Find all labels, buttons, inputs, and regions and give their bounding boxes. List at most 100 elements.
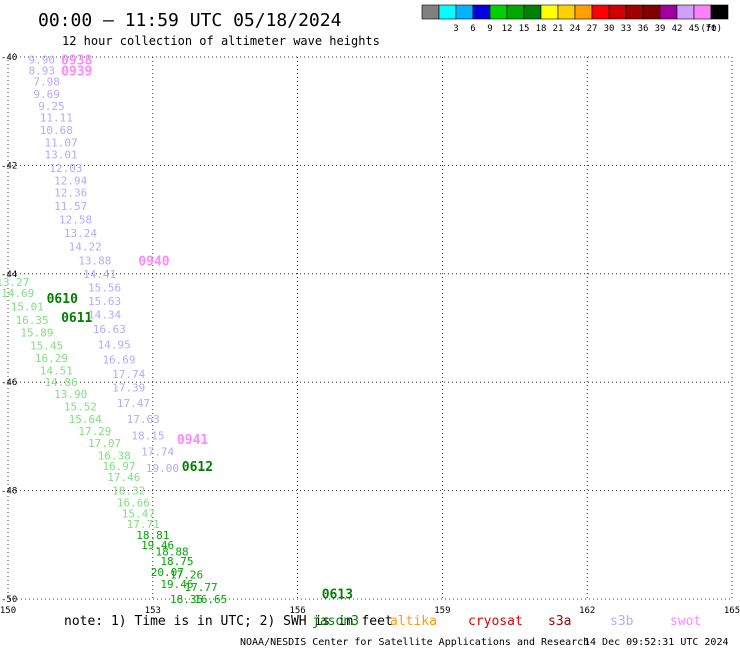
- legend-swatch: [557, 4, 576, 20]
- legend-swatch: [693, 4, 712, 20]
- legend-label: 9: [487, 24, 492, 34]
- wave-height-label: 17.39: [112, 382, 145, 395]
- wave-height-label: 7.98: [33, 75, 60, 88]
- wave-height-label: 11.11: [40, 112, 73, 125]
- wave-height-label: 16.65: [194, 593, 227, 606]
- wave-height-label: 16.66: [117, 497, 150, 510]
- wave-height-label: 15.45: [30, 339, 63, 352]
- legend-swatch: [455, 4, 474, 20]
- plot-axes: 150 153 156 159 162 165 -40 -42 -44 -46 -48 -50: [0, 53, 740, 616]
- wave-height-label: 17.77: [185, 581, 218, 594]
- legend-swatch: [659, 4, 678, 20]
- satellite-legend-cryosat: cryosat: [468, 614, 523, 629]
- pass-time-label: 0612: [182, 460, 213, 475]
- credit-line: NOAA/NESDIS Center for Satellite Applica…: [240, 637, 589, 648]
- x-tick-label: 162: [579, 606, 595, 616]
- x-tick-label: 153: [145, 606, 161, 616]
- y-tick-label: -44: [1, 270, 17, 280]
- wave-height-labels: 9.908.937.989.699.2511.1110.6811.0713.01…: [0, 54, 227, 606]
- wave-height-label: 15.56: [88, 281, 121, 294]
- wave-height-label: 14.69: [1, 287, 34, 300]
- legend-swatch: [574, 4, 593, 20]
- y-tick-label: -48: [1, 487, 17, 497]
- legend-label: 15: [519, 24, 530, 34]
- wave-height-label: 12.94: [54, 175, 87, 188]
- wave-height-label: 11.07: [45, 137, 78, 150]
- wave-height-label: 8.93: [29, 65, 56, 78]
- pass-time-label: 0613: [322, 588, 353, 603]
- wave-height-label: 14.34: [88, 308, 121, 321]
- wave-height-label: 10.68: [40, 124, 73, 137]
- wave-height-label: 9.90: [29, 54, 56, 67]
- pass-time-label: 0939: [61, 65, 92, 80]
- wave-height-label: 9.69: [33, 88, 60, 101]
- pass-time-label: 0611: [61, 311, 92, 326]
- wave-height-label: 17.07: [88, 437, 121, 450]
- color-legend: 3 6 9 12 15 18 21 24 27 30 33 36 39 42 45 70(ft): [421, 4, 729, 34]
- wave-height-label: 17.47: [117, 397, 150, 410]
- legend-label: 70: [706, 24, 717, 34]
- wave-height-label: 16.29: [35, 352, 68, 365]
- timestamp: 14 Dec 09:52:31 UTC 2024: [584, 637, 729, 648]
- legend-label: 18: [536, 24, 547, 34]
- legend-label: 39: [655, 24, 666, 34]
- x-tick-label: 150: [0, 606, 16, 616]
- legend-label: 24: [570, 24, 581, 34]
- wave-height-label: 13.90: [54, 388, 87, 401]
- wave-height-label: 16.69: [102, 353, 135, 366]
- wave-height-label: 18.81: [136, 529, 169, 542]
- chart-title: 00:00 – 11:59 UTC 05/18/2024: [38, 10, 341, 31]
- wave-height-label: 13.88: [78, 254, 111, 267]
- wave-height-label: 17.29: [78, 425, 111, 438]
- legend-label: 3: [453, 24, 458, 34]
- satellite-legend: jason3 altika cryosat s3a s3b swot: [312, 614, 701, 629]
- legend-swatch: [676, 4, 695, 20]
- legend-swatch: [642, 4, 661, 20]
- wave-height-label: 15.47: [122, 507, 155, 520]
- footnote: note: 1) Time is in UTC; 2) SWH is in fe…: [64, 614, 393, 629]
- legend-swatch: [489, 4, 508, 20]
- legend-label: 42: [672, 24, 683, 34]
- wave-height-label: 15.89: [20, 326, 53, 339]
- pass-time-label: 0610: [47, 292, 78, 307]
- pass-time-label: 0941: [177, 433, 208, 448]
- legend-label: 27: [587, 24, 598, 34]
- x-tick-label: 159: [434, 606, 450, 616]
- legend-swatch: [438, 4, 457, 20]
- legend-unit: (ft): [700, 24, 722, 34]
- legend-swatch: [421, 4, 440, 20]
- wave-height-label: 13.01: [45, 149, 78, 162]
- satellite-legend-jason3: jason3: [312, 614, 359, 629]
- wave-height-label: 19.46: [160, 578, 193, 591]
- plot-frame: [7, 56, 733, 600]
- legend-swatch: [540, 4, 559, 20]
- x-tick-label: 165: [724, 606, 740, 616]
- legend-swatch: [506, 4, 525, 20]
- legend-label: 30: [604, 24, 615, 34]
- plot-grid: [7, 56, 733, 600]
- wave-height-label: 13.24: [64, 227, 97, 240]
- wave-height-label: 14.86: [45, 376, 78, 389]
- wave-height-label: 15.01: [11, 300, 44, 313]
- wave-height-label: 14.95: [98, 338, 131, 351]
- pass-time-label: 0938: [61, 54, 92, 69]
- legend-swatch: [472, 4, 491, 20]
- wave-height-label: 13.27: [0, 276, 29, 289]
- y-tick-label: -40: [1, 53, 17, 63]
- x-tick-label: 156: [289, 606, 305, 616]
- chart-subtitle: 12 hour collection of altimeter wave hei…: [62, 34, 380, 48]
- wave-height-label: 12.03: [49, 162, 82, 175]
- wave-height-label: 16.63: [93, 323, 126, 336]
- wave-height-label: 14.41: [83, 268, 116, 281]
- wave-height-label: 15.63: [88, 295, 121, 308]
- wave-height-label: 19.00: [146, 462, 179, 475]
- wave-height-label: 18.88: [156, 545, 189, 558]
- wave-height-label: 9.25: [38, 100, 65, 113]
- legend-label: 12: [502, 24, 513, 34]
- satellite-legend-altika: altika: [390, 614, 437, 629]
- legend-swatch: [608, 4, 627, 20]
- legend-label: 33: [621, 24, 632, 34]
- wave-height-label: 11.57: [54, 200, 87, 213]
